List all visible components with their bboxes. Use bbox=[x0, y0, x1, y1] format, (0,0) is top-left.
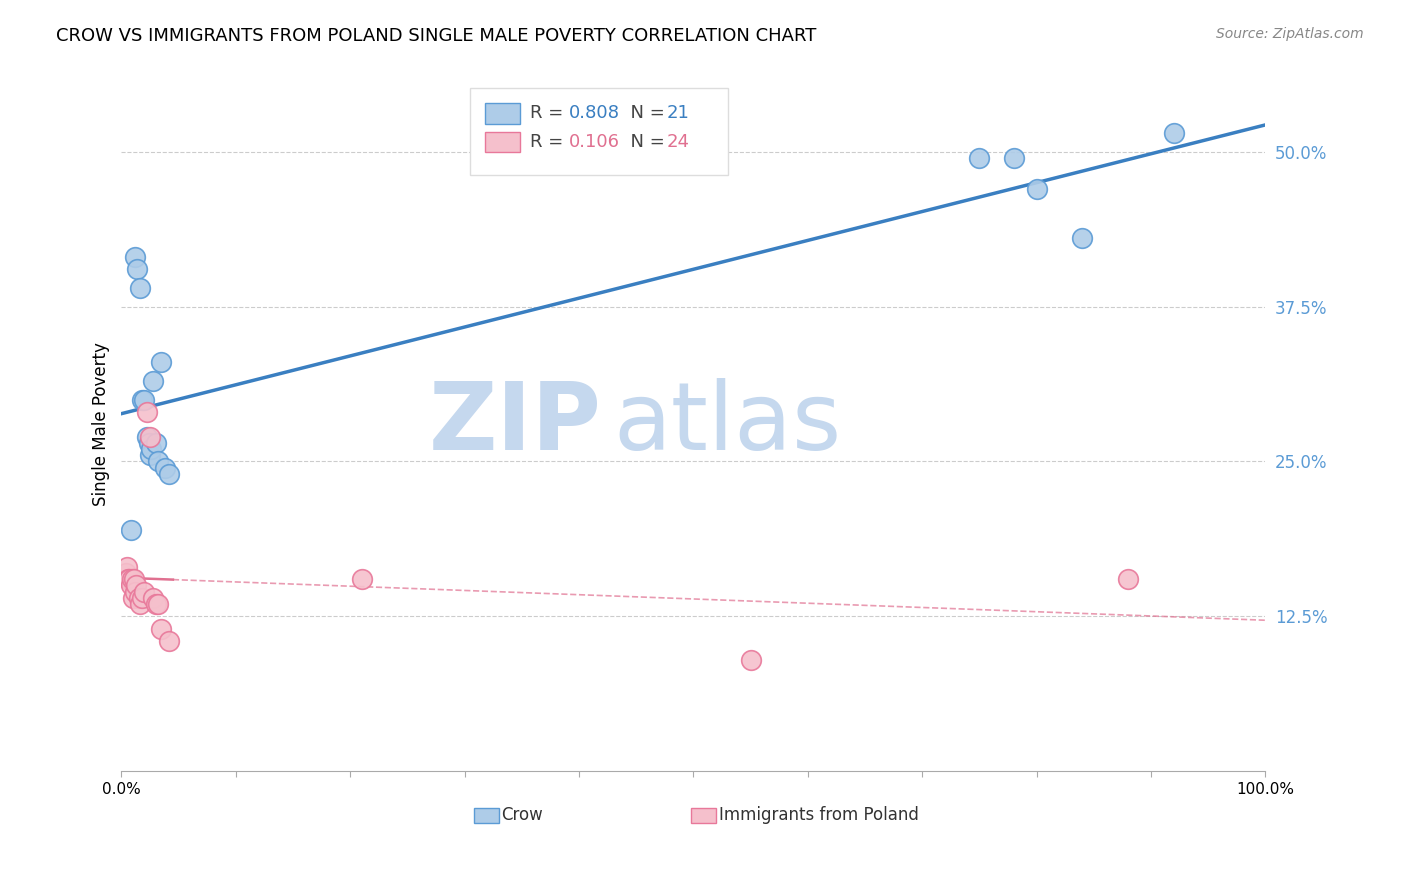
Point bbox=[125, 578, 148, 592]
Point bbox=[145, 597, 167, 611]
Point bbox=[150, 355, 173, 369]
Point bbox=[135, 405, 157, 419]
Point bbox=[115, 566, 138, 580]
Point bbox=[128, 591, 150, 605]
Point bbox=[1002, 151, 1025, 165]
Point bbox=[128, 281, 150, 295]
Point bbox=[139, 448, 162, 462]
Text: 0.106: 0.106 bbox=[568, 133, 620, 151]
Point bbox=[124, 584, 146, 599]
Point bbox=[159, 634, 181, 648]
Point bbox=[153, 460, 176, 475]
Point bbox=[122, 591, 145, 605]
Point bbox=[121, 572, 143, 586]
Point bbox=[124, 250, 146, 264]
Point bbox=[141, 442, 163, 456]
Y-axis label: Single Male Poverty: Single Male Poverty bbox=[93, 343, 110, 507]
Point bbox=[128, 597, 150, 611]
Point bbox=[1116, 572, 1139, 586]
FancyBboxPatch shape bbox=[485, 103, 520, 124]
Point bbox=[139, 430, 162, 444]
Point bbox=[117, 572, 139, 586]
Point bbox=[142, 591, 165, 605]
Point bbox=[134, 584, 156, 599]
Point bbox=[134, 392, 156, 407]
Point bbox=[1071, 231, 1094, 245]
Text: R =: R = bbox=[530, 103, 569, 122]
Text: 24: 24 bbox=[666, 133, 690, 151]
Text: CROW VS IMMIGRANTS FROM POLAND SINGLE MALE POVERTY CORRELATION CHART: CROW VS IMMIGRANTS FROM POLAND SINGLE MA… bbox=[56, 27, 817, 45]
Text: Crow: Crow bbox=[501, 805, 543, 824]
Point bbox=[135, 430, 157, 444]
Point bbox=[122, 572, 145, 586]
Text: Source: ZipAtlas.com: Source: ZipAtlas.com bbox=[1216, 27, 1364, 41]
Text: Immigrants from Poland: Immigrants from Poland bbox=[718, 805, 918, 824]
Point bbox=[127, 262, 149, 277]
Point bbox=[150, 622, 173, 636]
FancyBboxPatch shape bbox=[485, 131, 520, 153]
Point bbox=[115, 559, 138, 574]
Point bbox=[969, 151, 991, 165]
Point bbox=[740, 653, 762, 667]
Text: R =: R = bbox=[530, 133, 569, 151]
Point bbox=[120, 578, 142, 592]
Point bbox=[1025, 182, 1047, 196]
Text: atlas: atlas bbox=[613, 378, 842, 470]
Point bbox=[138, 436, 160, 450]
Point bbox=[131, 392, 153, 407]
Text: N =: N = bbox=[619, 133, 671, 151]
Point bbox=[1163, 126, 1185, 140]
Text: ZIP: ZIP bbox=[429, 378, 602, 470]
Point bbox=[142, 374, 165, 388]
FancyBboxPatch shape bbox=[471, 87, 728, 175]
Text: 0.808: 0.808 bbox=[568, 103, 620, 122]
Point bbox=[131, 591, 153, 605]
Point bbox=[146, 454, 169, 468]
Point bbox=[146, 597, 169, 611]
Point bbox=[120, 523, 142, 537]
FancyBboxPatch shape bbox=[474, 808, 499, 823]
Text: N =: N = bbox=[619, 103, 671, 122]
Point bbox=[159, 467, 181, 481]
Text: 21: 21 bbox=[666, 103, 690, 122]
Point bbox=[145, 436, 167, 450]
FancyBboxPatch shape bbox=[692, 808, 716, 823]
Point bbox=[118, 572, 141, 586]
Point bbox=[350, 572, 373, 586]
